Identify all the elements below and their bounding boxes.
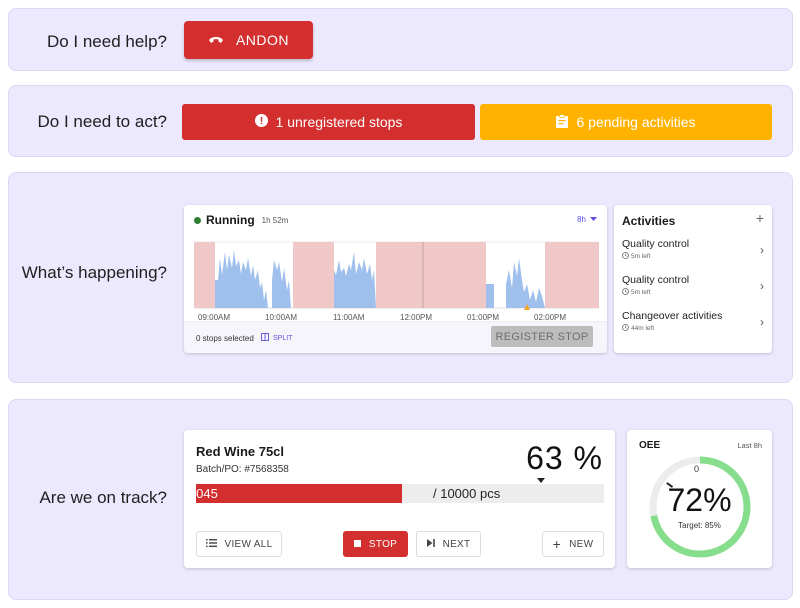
add-activity-icon[interactable]: + — [755, 210, 764, 226]
run-status-card: Running 1h 52m 8h 09:00AM — [184, 205, 607, 353]
activity-item[interactable]: Quality control 5m left › — [622, 238, 764, 261]
time-tick: 01:00PM — [467, 313, 500, 322]
andon-button[interactable]: ANDON — [184, 21, 313, 59]
skip-next-icon — [426, 538, 435, 550]
oee-value: 72% — [667, 482, 732, 518]
track-question: Are we on track? — [39, 488, 167, 507]
phone-hangup-icon — [208, 32, 224, 48]
alert-circle-icon — [254, 114, 268, 130]
stops-selected-label: 0 stops selected — [196, 334, 254, 343]
stop-square-icon — [353, 539, 361, 550]
clock-icon — [622, 252, 629, 261]
pending-activities-button[interactable]: 6 pending activities — [480, 104, 772, 140]
view-all-label: VIEW ALL — [224, 538, 273, 550]
stop-button[interactable]: STOP — [343, 531, 408, 557]
split-icon — [261, 333, 269, 343]
clipboard-icon — [556, 113, 569, 131]
activity-name: Quality control — [622, 238, 690, 250]
oee-gauge — [649, 456, 751, 558]
register-stop-button[interactable]: REGISTER STOP — [491, 326, 593, 347]
run-area — [334, 252, 376, 308]
split-label: SPLIT — [273, 334, 293, 342]
new-button[interactable]: + NEW — [542, 531, 604, 557]
track-section: Are we on track? Red Wine 75cl Batch/PO:… — [8, 399, 793, 600]
run-duration: 1h 52m — [261, 215, 289, 225]
plus-icon: + — [552, 536, 562, 552]
run-area — [215, 250, 268, 308]
oee-title: OEE — [639, 440, 661, 451]
progress-bar: 5045 / 10000 pcs — [189, 484, 604, 503]
activity-name: Quality control — [622, 274, 690, 286]
activity-item[interactable]: Changeover activities 44m left › — [622, 310, 764, 333]
time-tick: 11:00AM — [333, 313, 365, 322]
activity-time-left: 5m left — [631, 253, 651, 260]
target-marker-icon — [537, 478, 545, 483]
stop-block[interactable] — [293, 242, 334, 308]
happening-question: What’s happening? — [21, 263, 167, 282]
clock-icon — [622, 288, 629, 297]
activity-time-left: 44m left — [631, 325, 655, 332]
time-tick: 12:00PM — [400, 313, 433, 322]
timeline-chart[interactable] — [194, 240, 599, 310]
split-button[interactable]: SPLIT — [261, 333, 292, 343]
act-question: Do I need to act? — [37, 112, 167, 131]
oee-period: Last 8h — [737, 441, 762, 450]
help-section: Do I need help? ANDON — [8, 8, 793, 71]
oee-card: OEE Last 8h 0 72% Target: 85% — [627, 430, 772, 568]
chevron-right-icon: › — [760, 279, 764, 293]
time-tick: 10:00AM — [265, 313, 298, 322]
oee-target: Target: 85% — [678, 521, 721, 530]
oee-zero-label: 0 — [694, 464, 700, 474]
stop-block[interactable] — [376, 242, 486, 308]
production-card: Red Wine 75cl Batch/PO: #7568358 63 % 50… — [184, 430, 615, 568]
activities-card: Activities + Quality control 5m left › Q… — [614, 205, 772, 353]
happening-section: What’s happening? Running 1h 52m 8h — [8, 172, 793, 383]
progress-percent: 63 % — [526, 440, 603, 476]
next-label: NEXT — [442, 538, 471, 550]
time-range-value: 8h — [577, 215, 586, 224]
stop-block[interactable] — [545, 242, 599, 308]
activities-title: Activities — [622, 214, 676, 228]
help-question: Do I need help? — [46, 32, 167, 51]
stop-label: STOP — [368, 538, 398, 550]
stop-marker-icon[interactable] — [524, 304, 530, 310]
progress-bar-fill: 5045 — [189, 484, 402, 503]
running-status-dot — [194, 216, 201, 224]
oee-target-tick — [666, 482, 674, 488]
total-count: / 10000 pcs — [433, 486, 501, 501]
clock-icon — [622, 324, 629, 333]
chevron-right-icon: › — [760, 315, 764, 329]
andon-label: ANDON — [235, 32, 290, 48]
activity-item[interactable]: Quality control 5m left › — [622, 274, 764, 297]
unregistered-stops-label: 1 unregistered stops — [275, 114, 403, 130]
product-name: Red Wine 75cl — [196, 444, 285, 459]
run-area — [272, 260, 291, 308]
run-area — [486, 284, 494, 308]
run-status-label: Running — [206, 213, 255, 227]
oee-gauge-arc — [650, 456, 751, 558]
activity-name: Changeover activities — [622, 310, 723, 322]
time-tick: 09:00AM — [198, 313, 231, 322]
time-tick: 02:00PM — [534, 313, 567, 322]
list-icon — [205, 538, 217, 550]
produced-count: 5045 — [188, 486, 218, 501]
new-label: NEW — [569, 538, 594, 550]
view-all-button[interactable]: VIEW ALL — [196, 531, 282, 557]
activity-time-left: 5m left — [631, 289, 651, 296]
run-footer: 0 stops selected SPLIT REGISTER STOP — [184, 321, 607, 353]
next-button[interactable]: NEXT — [416, 531, 481, 557]
unregistered-stops-button[interactable]: 1 unregistered stops — [182, 104, 475, 140]
pending-activities-label: 6 pending activities — [576, 114, 696, 130]
act-section: Do I need to act? 1 unregistered stops 6… — [8, 85, 793, 157]
caret-down-icon — [590, 215, 597, 224]
chevron-right-icon: › — [760, 243, 764, 257]
run-area — [506, 258, 545, 308]
batch-number: Batch/PO: #7568358 — [196, 464, 289, 475]
time-range-select[interactable]: 8h — [577, 215, 597, 224]
stop-block[interactable] — [194, 242, 215, 308]
